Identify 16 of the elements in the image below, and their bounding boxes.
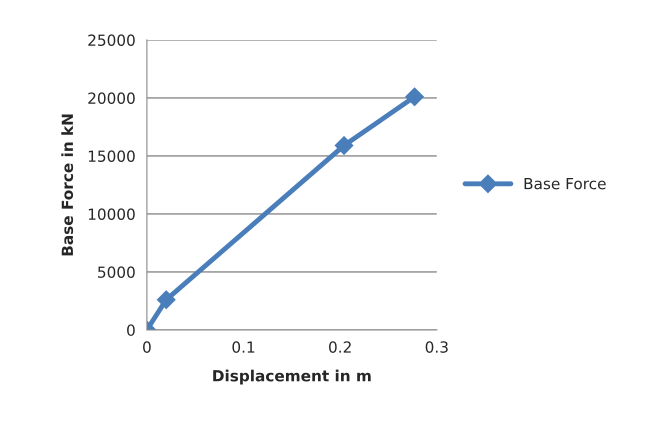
y-axis-title: Base Force in kN	[61, 114, 74, 256]
x-tick-label: 0.2	[329, 341, 351, 353]
y-tick-label: 25000	[88, 34, 135, 46]
legend-label: Base Force	[524, 178, 606, 190]
x-tick-label: 0	[143, 341, 151, 353]
y-tick-label: 5000	[98, 266, 135, 278]
x-tick-label: 0.3	[426, 341, 448, 353]
point	[156, 290, 176, 310]
point	[334, 136, 354, 155]
x-axis-title: Displacement in m	[213, 370, 371, 384]
y-tick-label: 15000	[88, 150, 135, 162]
y-tick-label: 10000	[88, 208, 135, 220]
x-tick-label: 0.1	[232, 341, 254, 353]
point	[405, 87, 424, 106]
y-tick-label: 20000	[88, 92, 135, 104]
y-tick-label: 0	[127, 324, 135, 336]
